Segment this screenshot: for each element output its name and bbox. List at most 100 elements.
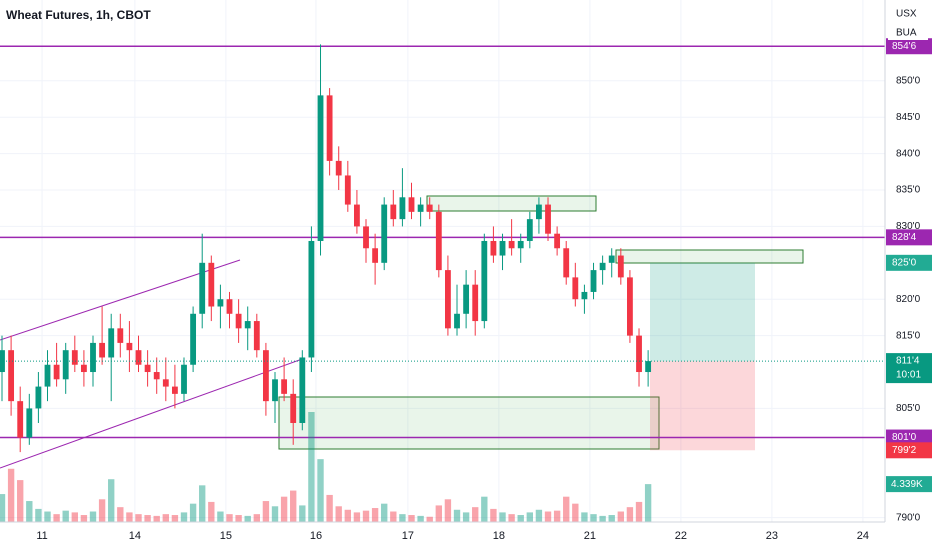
volume-bar [481, 496, 488, 522]
candle-body [344, 175, 351, 205]
unit-bg [888, 26, 928, 40]
y-tick-label: 830'0 [896, 221, 921, 232]
volume-bar [462, 512, 470, 522]
volume-bar [508, 514, 515, 522]
volume-bar [180, 512, 188, 522]
candle-body [181, 364, 187, 394]
candle-body [563, 248, 570, 278]
volume-bar [153, 515, 160, 522]
price-tag-label: 825'0 [892, 257, 917, 268]
volume-bar [599, 515, 606, 522]
candle-body [372, 248, 379, 263]
candle-body [645, 361, 652, 373]
volume-bar [581, 512, 588, 522]
candle-body [499, 240, 506, 256]
candle-body [290, 393, 297, 423]
position-loss [650, 361, 755, 451]
volume-bar [435, 505, 442, 522]
volume-bar [135, 514, 142, 522]
volume-bar [7, 468, 15, 522]
candle-body [490, 240, 497, 256]
volume-bar [408, 515, 415, 522]
x-tick-label: 22 [675, 530, 687, 542]
volume-bar [644, 484, 652, 522]
candle-body [208, 262, 215, 307]
candle-body [135, 350, 142, 365]
y-tick-label: 805'0 [896, 403, 921, 414]
candle-body [608, 255, 615, 263]
volume-bar [608, 515, 615, 522]
volume-bar [253, 514, 260, 522]
current-price-tag [886, 353, 932, 384]
unit: BUA [896, 28, 917, 39]
candle-body [8, 350, 15, 402]
volume-bar [80, 515, 88, 522]
volume-bar [635, 501, 643, 522]
candle-body [217, 299, 224, 307]
candle-body [408, 197, 415, 212]
volume-bar [44, 511, 51, 522]
price-tag-label: 801'0 [892, 432, 917, 443]
candle-body [581, 291, 588, 300]
countdown: 10:01 [896, 370, 921, 381]
volume-bar [35, 508, 42, 522]
price-tag-label: 799'2 [892, 445, 917, 456]
candle-body [590, 270, 597, 292]
x-tick-label: 14 [129, 530, 141, 542]
volume-bar [262, 501, 270, 522]
volume-tag [886, 476, 932, 493]
volume-bar [544, 511, 552, 522]
volume-bar [217, 511, 224, 522]
volume-bar [371, 508, 379, 522]
zone [278, 396, 660, 450]
candle-body [162, 379, 169, 387]
candle-body [381, 204, 388, 263]
volume-bar [290, 490, 297, 522]
candle-body [0, 350, 5, 373]
candle-body [44, 364, 51, 387]
candle-body [144, 364, 151, 373]
x-tick-label: 23 [766, 530, 778, 542]
candle-body [317, 95, 324, 241]
volume-bar [117, 507, 124, 522]
candle-body [90, 342, 96, 373]
candle-body [363, 226, 369, 249]
volume-bar [453, 509, 461, 522]
candle-body [62, 350, 69, 380]
candle-body [272, 379, 278, 402]
y-tick-label: 835'0 [896, 185, 921, 196]
volume-bar [499, 512, 506, 522]
candle-body [153, 372, 160, 380]
volume-bar [344, 509, 351, 522]
candle-body [199, 262, 206, 314]
x-tick-label: 18 [493, 530, 505, 542]
volume-bar [280, 496, 288, 522]
candle-body [299, 357, 306, 423]
volume-bar [244, 515, 251, 522]
volume-bar [317, 459, 324, 522]
volume-bar [226, 514, 233, 522]
volume-bar [308, 412, 315, 522]
candle-body [26, 408, 33, 438]
price-tag [886, 229, 932, 246]
volume-bar [126, 512, 133, 522]
candle-body [17, 401, 24, 438]
candle-body [599, 262, 606, 271]
candle-body [80, 364, 87, 373]
y-tick-label: 790'0 [896, 512, 921, 523]
volume-bar [171, 515, 179, 522]
volume-bar [444, 499, 452, 522]
candle-body [262, 350, 269, 402]
price-tag [886, 429, 932, 446]
candle-body [99, 342, 106, 358]
volume-bar [553, 510, 561, 522]
y-tick-label: 845'0 [896, 112, 921, 123]
candle-body [463, 284, 470, 314]
volume-bar [472, 507, 479, 522]
volume-bar [590, 514, 597, 522]
volume-bar [362, 510, 370, 522]
candle-body [481, 240, 488, 322]
volume-bar [235, 515, 242, 522]
candle-body [426, 204, 433, 212]
volume-bar [617, 511, 625, 522]
